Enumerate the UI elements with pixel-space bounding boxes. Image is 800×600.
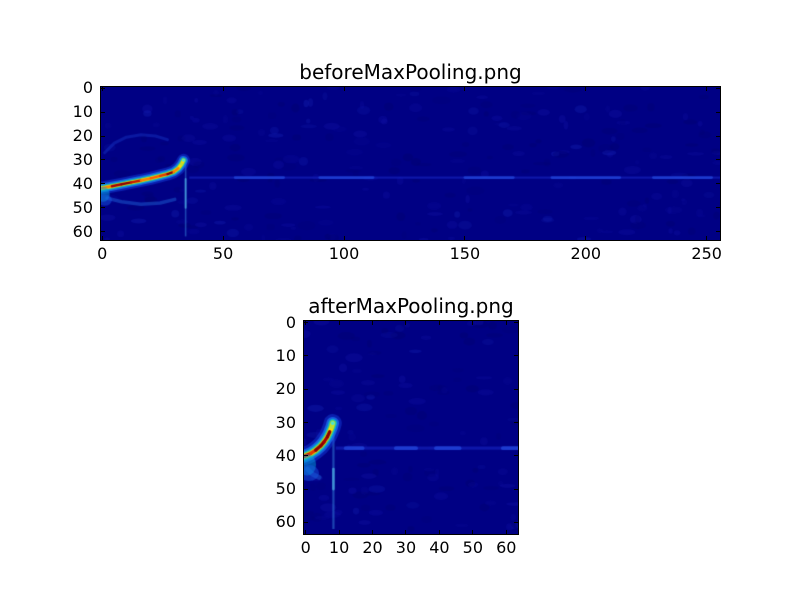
x-tick-label: 50 bbox=[462, 538, 484, 557]
y-tick-label: 50 bbox=[275, 479, 296, 499]
y-tick-label: 20 bbox=[275, 379, 296, 399]
x-tick-label: 10 bbox=[328, 538, 350, 557]
x-tick-label: 40 bbox=[429, 538, 450, 557]
x-tick-label: 0 bbox=[300, 538, 311, 557]
y-tick-label: 10 bbox=[72, 102, 93, 122]
x-tick-label: 0 bbox=[97, 244, 108, 263]
x-tick-label: 100 bbox=[328, 244, 360, 263]
y-tick-label: 40 bbox=[72, 173, 93, 193]
heatmap-image-after bbox=[304, 321, 518, 534]
x-tick-label: 250 bbox=[691, 244, 722, 263]
plot-title: afterMaxPooling.png bbox=[308, 294, 514, 318]
y-tick-label: 60 bbox=[275, 512, 296, 532]
x-tick-label: 60 bbox=[496, 538, 517, 557]
y-tick-label: 0 bbox=[285, 312, 296, 332]
y-tick-label: 50 bbox=[72, 197, 93, 217]
y-tick-label: 30 bbox=[275, 412, 296, 432]
plot-title: beforeMaxPooling.png bbox=[299, 60, 522, 84]
heatmap-image-before bbox=[101, 87, 720, 240]
y-tick-label: 60 bbox=[72, 221, 93, 241]
x-tick-label: 30 bbox=[395, 538, 417, 557]
y-tick-label: 20 bbox=[72, 126, 93, 145]
y-tick-label: 0 bbox=[82, 78, 93, 98]
y-tick-label: 30 bbox=[72, 149, 93, 169]
y-tick-label: 10 bbox=[275, 345, 296, 365]
x-tick-label: 50 bbox=[212, 244, 234, 263]
subplot-after-max-pooling: afterMaxPooling.png 0 10 20 30 40 50 60 0 10 20 30… bbox=[276, 295, 519, 557]
subplot-before-max-pooling: beforeMaxPooling.png 0 50 100 150 200 250 0 10 2… bbox=[73, 61, 722, 263]
x-tick-label: 200 bbox=[570, 244, 602, 263]
y-tick-label: 40 bbox=[275, 445, 296, 465]
x-tick-label: 20 bbox=[362, 538, 383, 557]
x-tick-label: 150 bbox=[449, 244, 481, 263]
